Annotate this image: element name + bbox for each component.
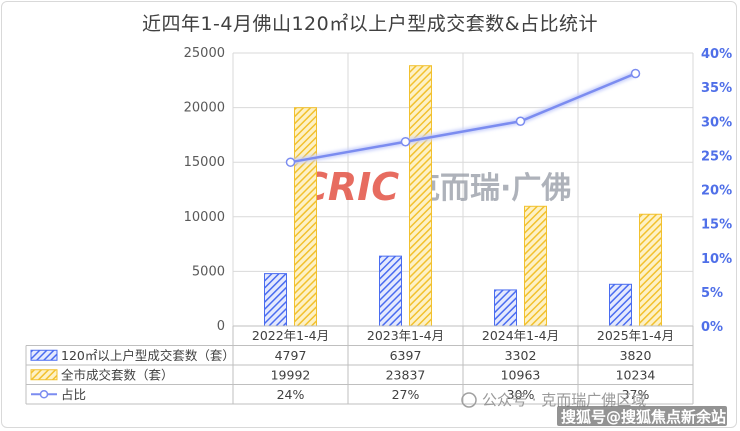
y-right-tick-label: 35% (701, 81, 732, 96)
ratio-point (400, 136, 411, 147)
y-left-tick-label: 5000 (192, 264, 225, 279)
y-left-tick-label: 25000 (184, 46, 225, 61)
y-left-tick-label: 20000 (184, 101, 225, 116)
watermark-wechat-text: 公众号 · 克而瑞广佛区域 (482, 391, 646, 409)
y-right-tick-label: 30% (701, 115, 732, 130)
bar-120sqm-units (494, 289, 517, 327)
legend-label: 120㎡以上户型成交套数（套） (61, 348, 235, 363)
y-axis-left: 0 5000 10000 15000 20000 25000 (184, 46, 225, 334)
x-category-label: 2024年1-4月 (482, 328, 559, 343)
y-right-tick-label: 15% (701, 218, 732, 233)
table-cell: 3302 (505, 348, 537, 363)
wechat-icon (461, 392, 477, 408)
table-cell: 23837 (386, 367, 426, 382)
ratio-point (515, 116, 526, 126)
x-category-label: 2023年1-4月 (367, 328, 444, 343)
ratio-line (290, 72, 636, 164)
table-cell: 3820 (620, 348, 652, 363)
table-cell: 19992 (271, 367, 311, 382)
table-cell: 30% (507, 387, 535, 402)
y-right-tick-label: 10% (701, 252, 732, 267)
y-axis-right: 0% 5% 10% 15% 20% 25% 30% 35% 40% (701, 47, 732, 335)
bar-120sqm-units (609, 283, 632, 327)
y-right-tick-label: 20% (701, 184, 732, 199)
chart-title: 近四年1-4月佛山120㎡以上户型成交套数&占比统计 (141, 13, 599, 35)
bar-city-units (409, 65, 432, 327)
bottom-watermark: 公众号 · 克而瑞广佛区域 搜狐号@搜狐焦点新余站 (461, 391, 727, 426)
center-watermark: CRIC 克而瑞·广佛 (300, 165, 571, 209)
table-cell: 10963 (501, 367, 541, 382)
table-cell: 6397 (390, 348, 422, 363)
y-left-tick-label: 10000 (184, 210, 225, 225)
watermark-brand: 克而瑞·广佛 (410, 171, 571, 206)
table-cell: 10234 (616, 367, 656, 382)
ratio-point (630, 68, 641, 79)
bar-120sqm-units (379, 255, 402, 327)
table-cell: 24% (277, 387, 305, 402)
data-table: 2022年1-4月 2023年1-4月 2024年1-4月 2025年1-4月 120㎡… (25, 325, 694, 405)
legend-label: 全市成交套数（套） (61, 367, 174, 382)
y-right-tick-label: 40% (701, 47, 732, 62)
watermark-sohu-text: 搜狐号@搜狐焦点新余站 (561, 408, 726, 426)
legend-marker (39, 390, 49, 399)
y-right-tick-label: 5% (701, 286, 723, 301)
y-left-tick-label: 0 (217, 319, 225, 334)
legend-label: 占比 (61, 387, 86, 402)
legend-swatch (30, 349, 58, 361)
legend-swatch (30, 369, 58, 381)
ratio-line-series (285, 68, 641, 167)
bar-city-units (639, 213, 662, 327)
y-left-tick-label: 15000 (184, 155, 225, 170)
x-category-label: 2025年1-4月 (597, 328, 674, 343)
bar-120sqm-units (264, 273, 287, 327)
bar-city-units (524, 205, 547, 327)
table-cell: 27% (392, 387, 420, 402)
bar-city-units (294, 107, 317, 327)
x-category-label: 2022年1-4月 (252, 328, 329, 343)
watermark-sohu-bg (557, 406, 727, 426)
table-cell: 37% (622, 387, 650, 402)
y-right-tick-label: 0% (701, 320, 723, 335)
ratio-point (285, 157, 296, 167)
y-right-tick-label: 25% (701, 149, 732, 164)
table-cell: 4797 (275, 348, 307, 363)
